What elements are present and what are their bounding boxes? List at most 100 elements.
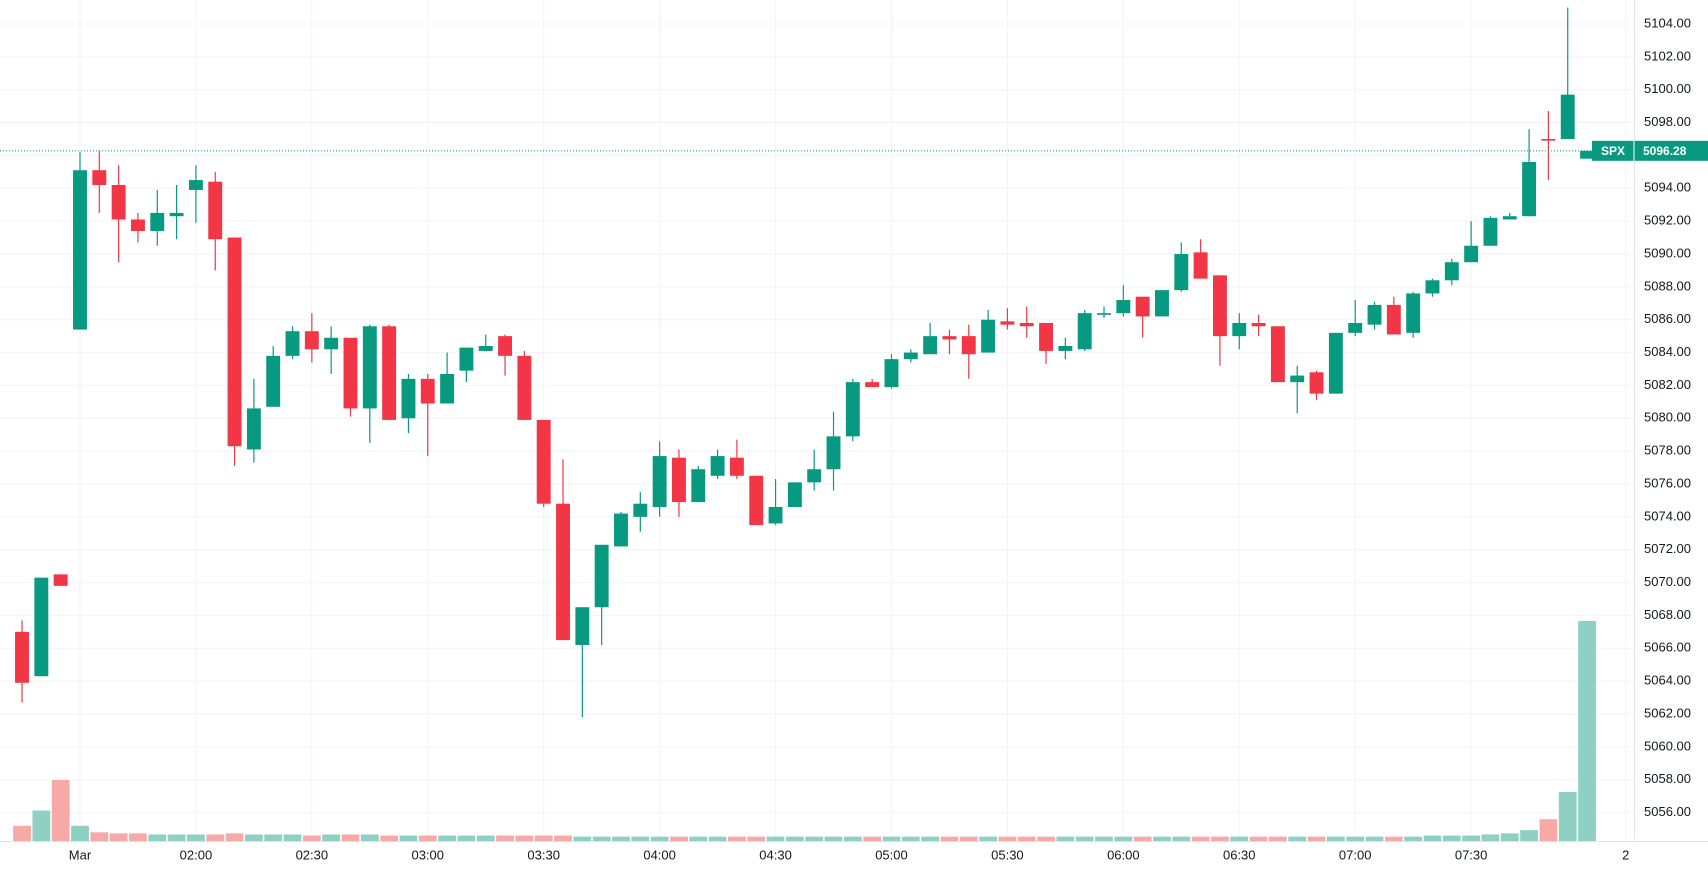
volume-bar — [592, 836, 611, 841]
candle-body — [1309, 372, 1324, 394]
symbol-label: SPX — [1601, 144, 1625, 158]
volume-bar — [283, 834, 302, 841]
y-tick-label: 5076.00 — [1644, 475, 1691, 490]
volume-bar — [921, 836, 940, 841]
candle-body — [903, 352, 918, 360]
candle-body — [1097, 313, 1111, 315]
y-tick-label: 5090.00 — [1644, 245, 1691, 260]
candle-body — [961, 336, 976, 355]
candle-body — [826, 436, 841, 470]
volume-bar — [824, 836, 843, 841]
y-tick-label: 5088.00 — [1644, 278, 1691, 293]
candle-body — [1019, 322, 1034, 327]
candle-body — [169, 212, 184, 217]
volume-bar — [71, 825, 89, 841]
candle-body — [208, 181, 223, 240]
y-tick-label: 5084.00 — [1644, 344, 1691, 359]
candle-body — [1444, 262, 1459, 281]
y-tick-label: 5072.00 — [1644, 541, 1691, 556]
volume-bar — [148, 834, 167, 841]
y-tick-label: 5092.00 — [1644, 213, 1691, 228]
candle-body — [807, 469, 822, 483]
volume-bar — [747, 836, 766, 841]
candle-body — [188, 180, 203, 190]
volume-bar — [1075, 836, 1094, 841]
volume-bar — [225, 833, 244, 841]
volume-bar — [1307, 836, 1326, 841]
y-tick-label: 5094.00 — [1644, 180, 1691, 195]
volume-bar — [1288, 836, 1307, 841]
y-tick-label: 5080.00 — [1644, 410, 1691, 425]
candle-body — [1000, 321, 1015, 325]
candle-body — [1425, 280, 1440, 294]
y-tick-label: 5060.00 — [1644, 738, 1691, 753]
candle-body — [53, 574, 68, 586]
volume-bar — [728, 836, 746, 841]
volume-bar — [457, 835, 476, 841]
y-tick-label: 5100.00 — [1644, 81, 1691, 96]
candle-body — [1270, 326, 1285, 383]
candle-body — [285, 331, 300, 356]
candle-body — [73, 170, 87, 330]
y-tick-label: 5078.00 — [1644, 443, 1691, 458]
candle-body — [1290, 375, 1305, 383]
candle-body — [266, 355, 281, 407]
candle-body — [1386, 304, 1401, 335]
candle-body — [594, 544, 609, 608]
y-tick-label: 5064.00 — [1644, 673, 1691, 688]
grid — [0, 0, 1634, 841]
volume-bar — [302, 835, 321, 841]
volume-bar — [438, 835, 456, 841]
volume-bar — [631, 836, 650, 841]
candle-body — [1464, 245, 1479, 263]
candle-body — [478, 345, 493, 351]
volume-bar — [1578, 620, 1596, 841]
volume-pane — [13, 620, 1596, 841]
candle-body — [845, 382, 860, 437]
volume-bar — [1558, 791, 1577, 841]
y-tick-label: 5104.00 — [1644, 15, 1691, 30]
volume-bar — [534, 835, 553, 841]
volume-bar — [708, 836, 727, 841]
candle-body — [1541, 138, 1556, 141]
volume-bar — [1249, 836, 1268, 841]
candle-body — [1251, 322, 1266, 327]
volume-bar — [882, 836, 901, 841]
x-tick-label: 02:30 — [296, 847, 329, 862]
candle-body — [150, 212, 165, 231]
candle-body — [1367, 304, 1382, 325]
volume-bar — [1346, 836, 1365, 841]
x-tick-label: 07:30 — [1455, 847, 1488, 862]
volume-bar — [1481, 834, 1500, 841]
volume-bar — [496, 835, 514, 841]
volume-bar — [109, 833, 128, 841]
candle-body — [671, 457, 686, 503]
volume-bar — [998, 836, 1017, 841]
volume-bar — [1404, 836, 1423, 841]
candle-body — [92, 170, 107, 185]
volume-bar — [1037, 836, 1055, 841]
x-tick-label: 06:30 — [1223, 847, 1256, 862]
candle-body — [246, 408, 261, 450]
last-price: SPX 5096.28 — [0, 140, 1708, 161]
candle-body — [1560, 94, 1575, 139]
y-tick-label: 5056.00 — [1644, 804, 1691, 819]
candle-body — [710, 456, 725, 476]
candle-body — [1328, 332, 1343, 394]
volume-bar — [940, 836, 959, 841]
x-tick-label: 05:30 — [991, 847, 1024, 862]
volume-bar — [244, 834, 263, 841]
volume-bar — [1384, 836, 1403, 841]
volume-bar — [1133, 836, 1152, 841]
x-tick-label: 04:30 — [759, 847, 792, 862]
volume-bar — [1017, 836, 1036, 841]
volume-bar — [689, 836, 708, 841]
volume-bar — [167, 834, 186, 841]
y-tick-label: 5074.00 — [1644, 508, 1691, 523]
candle-body — [1502, 216, 1517, 220]
x-tick-label: 06:00 — [1107, 847, 1140, 862]
y-tick-label: 5058.00 — [1644, 771, 1691, 786]
volume-bar — [670, 836, 688, 841]
